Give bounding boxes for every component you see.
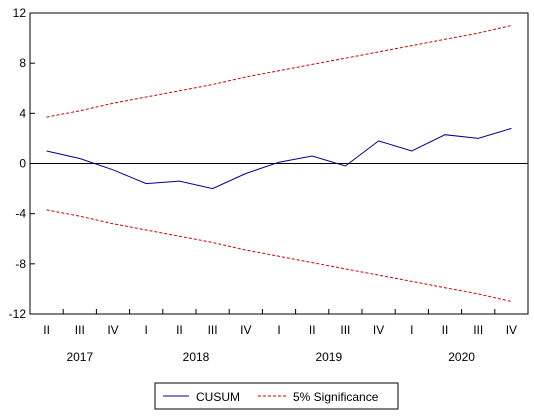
cusum-line (46, 127, 512, 190)
x-tick-label: I (145, 323, 148, 337)
x-tick-label: I (277, 323, 280, 337)
year-label: 2019 (315, 350, 342, 364)
y-tick-label: -4 (15, 207, 26, 221)
x-tick-label: IV (373, 323, 384, 337)
x-tick-label: II (309, 323, 316, 337)
year-label: 2020 (448, 350, 475, 364)
y-tick-label: 8 (19, 56, 26, 70)
y-tick-label: -12 (9, 307, 27, 321)
legend: CUSUM 5% Significance (154, 382, 399, 410)
lower-significance-line (46, 209, 512, 302)
y-tick-label: 4 (19, 106, 26, 120)
x-tick-label: IV (107, 323, 118, 337)
x-tick-label: IV (506, 323, 517, 337)
x-tick-label: II (176, 323, 183, 337)
y-tick-label: -8 (15, 257, 26, 271)
year-labels: 2017 2018 2019 2020 (66, 350, 475, 364)
x-tick-label: III (473, 323, 483, 337)
year-label: 2018 (183, 350, 210, 364)
year-label: 2017 (66, 350, 93, 364)
x-tick-label: III (340, 323, 350, 337)
legend-box (154, 382, 399, 410)
x-tick-label: III (75, 323, 85, 337)
upper-significance-line (46, 25, 512, 118)
y-tick-label: 0 (19, 157, 26, 171)
x-tick-label: II (43, 323, 50, 337)
x-tick-label: II (442, 323, 449, 337)
x-tick-label: IV (240, 323, 251, 337)
legend-significance-label: 5% Significance (293, 390, 379, 404)
y-axis: -12 -8 -4 0 4 8 12 (9, 6, 35, 321)
legend-cusum-label: CUSUM (196, 390, 240, 404)
x-tick-label: I (410, 323, 413, 337)
x-tick-label: III (208, 323, 218, 337)
y-tick-label: 12 (13, 6, 27, 20)
x-axis: II III IV I II III IV I II III IV I II III IV (43, 309, 517, 337)
